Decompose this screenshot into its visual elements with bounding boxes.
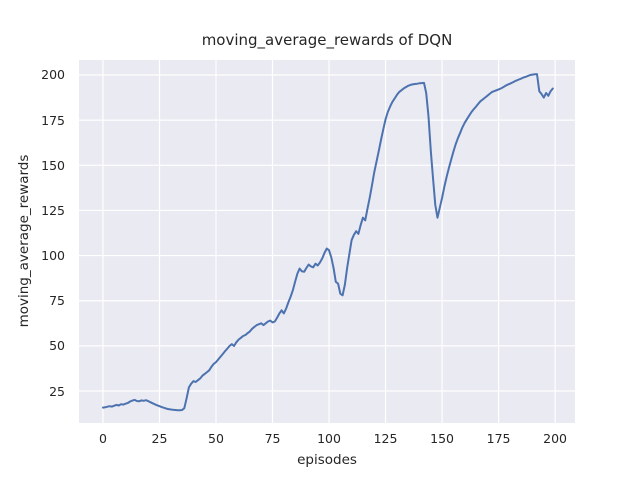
y-tick-label: 150 [41, 157, 65, 173]
y-tick-label: 75 [49, 293, 65, 309]
reward-line [102, 73, 554, 412]
x-tick-label: 200 [543, 431, 568, 446]
x-tick-label: 50 [208, 431, 224, 446]
x-tick-label: 25 [151, 431, 168, 446]
y-tick-label: 125 [41, 202, 65, 218]
x-tick-label: 0 [98, 431, 107, 446]
x-tick-label: 175 [486, 431, 511, 446]
x-tick-label: 75 [264, 431, 281, 446]
y-tick-label: 200 [41, 67, 65, 83]
x-axis-label: episodes [297, 452, 357, 468]
y-tick-label: 50 [49, 338, 65, 354]
x-tick-label: 150 [430, 431, 454, 446]
y-tick-label: 175 [41, 112, 65, 128]
y-tick-label: 25 [49, 383, 65, 399]
x-tick-label: 100 [317, 431, 341, 446]
plot-background [79, 60, 575, 423]
y-tick-label: 100 [41, 248, 65, 264]
x-tick-label: 125 [373, 431, 398, 446]
chart-title: moving_average_rewards of DQN [201, 31, 453, 49]
